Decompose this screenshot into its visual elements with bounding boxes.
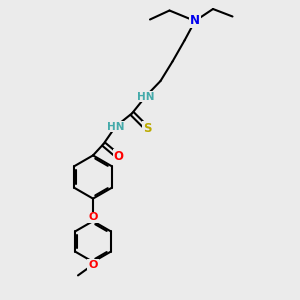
Text: HN: HN	[107, 122, 124, 132]
Text: N: N	[190, 14, 200, 28]
Text: HN: HN	[137, 92, 154, 102]
Text: O: O	[113, 150, 124, 163]
Text: O: O	[88, 212, 98, 223]
Text: O: O	[88, 260, 98, 270]
Text: S: S	[143, 122, 151, 135]
